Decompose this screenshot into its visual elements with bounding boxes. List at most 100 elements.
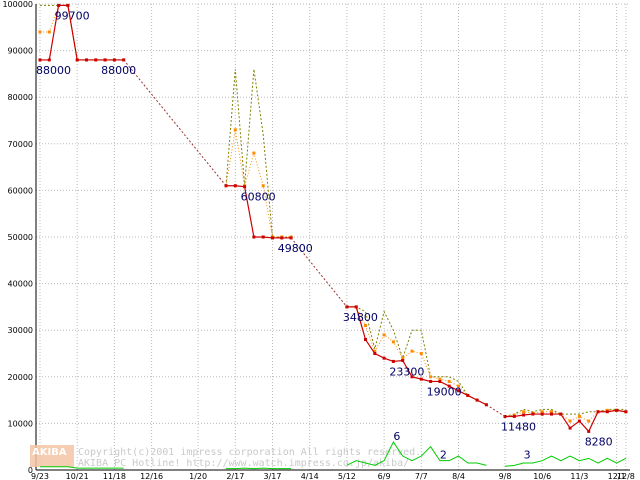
x-tick-label: 12/16 bbox=[140, 472, 163, 480]
series-point-min bbox=[354, 305, 358, 309]
series-point-avg bbox=[550, 410, 553, 414]
x-tick-label: 12/8 bbox=[617, 472, 635, 480]
x-tick-label: 7/7 bbox=[415, 472, 428, 480]
series-line-max bbox=[40, 4, 124, 61]
series-line-avg bbox=[346, 306, 487, 406]
series-line-shops bbox=[504, 455, 627, 467]
series-point-min bbox=[401, 358, 405, 362]
series-line-min bbox=[40, 4, 124, 61]
series-line-max bbox=[504, 408, 626, 417]
series-point-min bbox=[280, 236, 284, 240]
x-tick-label: 4/14 bbox=[301, 472, 319, 480]
series-point-min bbox=[224, 184, 228, 188]
price-label: 49800 bbox=[278, 242, 313, 255]
x-tick-label: 2/17 bbox=[226, 472, 244, 480]
series-point-avg bbox=[577, 414, 581, 418]
series-line-max bbox=[225, 69, 292, 238]
series-point-min bbox=[271, 236, 274, 240]
series-line-avg bbox=[225, 129, 292, 238]
series-point-avg bbox=[419, 352, 423, 355]
y-tick-label: 20000 bbox=[8, 373, 33, 382]
series-point-min bbox=[559, 412, 563, 416]
series-point-avg bbox=[447, 379, 451, 383]
series-point-avg bbox=[522, 410, 526, 414]
y-tick-label: 80000 bbox=[8, 93, 33, 102]
shop-count-label: 2 bbox=[440, 449, 447, 462]
series-point-avg bbox=[382, 333, 386, 337]
series-point-min bbox=[577, 419, 581, 423]
series-point-avg bbox=[261, 184, 265, 188]
price-label: 34800 bbox=[343, 311, 378, 324]
watermark: AKIBA Copyright(c)2001 impress corporati… bbox=[30, 445, 421, 469]
y-tick-label: 100000 bbox=[2, 0, 33, 9]
shop-count-label: 6 bbox=[393, 430, 400, 443]
y-tick-label: 70000 bbox=[8, 140, 33, 149]
series bbox=[38, 3, 628, 470]
price-label: 60800 bbox=[241, 191, 276, 204]
x-tick-label: 6/9 bbox=[378, 472, 391, 480]
series-point-min bbox=[112, 58, 116, 62]
series-point-min bbox=[550, 412, 553, 416]
series-line-min bbox=[346, 306, 487, 406]
x-tick-label: 1/20 bbox=[189, 472, 207, 480]
series-point-avg bbox=[401, 356, 405, 360]
price-label: 23300 bbox=[389, 365, 424, 378]
series-point-min bbox=[512, 414, 516, 418]
series-point-min bbox=[587, 429, 591, 433]
series-point-avg bbox=[38, 30, 42, 34]
price-label: 88000 bbox=[36, 64, 71, 77]
series-point-avg bbox=[410, 349, 414, 353]
series-point-min bbox=[447, 384, 451, 388]
price-label: 88000 bbox=[101, 64, 136, 77]
series-line-min bbox=[226, 185, 292, 239]
series-point-min bbox=[38, 58, 42, 62]
series-point-min bbox=[605, 410, 609, 414]
price-label: 99700 bbox=[55, 9, 90, 22]
series-point-avg bbox=[540, 410, 544, 414]
series-point-min bbox=[94, 58, 98, 62]
series-point-avg bbox=[587, 419, 591, 423]
series-point-min bbox=[615, 408, 619, 412]
series-point-min bbox=[466, 393, 470, 397]
x-tick-label: 10/6 bbox=[533, 472, 551, 480]
series-point-min bbox=[382, 356, 386, 360]
x-tick-label: 11/18 bbox=[103, 472, 126, 480]
x-tick-label: 3/17 bbox=[264, 472, 282, 480]
series-point-avg bbox=[391, 340, 395, 344]
price-label: 19000 bbox=[427, 385, 462, 398]
series-point-avg bbox=[438, 377, 442, 381]
y-tick-label: 60000 bbox=[8, 186, 33, 195]
price-label: 8280 bbox=[585, 435, 613, 448]
series-point-min bbox=[540, 412, 544, 416]
series-point-avg bbox=[233, 128, 237, 132]
price-label: 11480 bbox=[501, 421, 536, 434]
gap-connector bbox=[486, 404, 506, 417]
watermark-badge: AKIBA bbox=[32, 447, 67, 458]
series-point-min bbox=[57, 3, 61, 7]
y-tick-label: 30000 bbox=[8, 326, 33, 335]
y-tick-label: 50000 bbox=[8, 233, 33, 242]
series-point-min bbox=[103, 58, 107, 62]
x-tick-label: 5/12 bbox=[338, 472, 356, 480]
y-tick-label: 10000 bbox=[8, 419, 33, 428]
x-tick-label: 8/4 bbox=[452, 472, 465, 480]
series-point-avg bbox=[457, 384, 460, 388]
watermark-hotline: AKIBA PC Hotline! http://www.watch.impre… bbox=[78, 458, 409, 469]
series-point-min bbox=[429, 379, 433, 383]
series-point-min bbox=[85, 58, 88, 62]
series-point-min bbox=[531, 412, 535, 416]
series-line-shops bbox=[40, 466, 124, 469]
x-tick-label: 9/8 bbox=[499, 472, 512, 480]
y-tick-label: 90000 bbox=[8, 47, 33, 56]
data-labels: 88000 99700 88000 60800 49800 34800 2330019000… bbox=[36, 9, 613, 461]
series-point-min bbox=[243, 185, 247, 189]
series-point-min bbox=[419, 377, 423, 381]
series-point-min bbox=[391, 359, 395, 363]
series-point-min bbox=[522, 413, 526, 417]
shop-count-label: 3 bbox=[524, 449, 531, 462]
series-point-avg bbox=[568, 419, 572, 423]
series-point-min bbox=[568, 426, 572, 430]
series-point-min bbox=[261, 235, 265, 239]
